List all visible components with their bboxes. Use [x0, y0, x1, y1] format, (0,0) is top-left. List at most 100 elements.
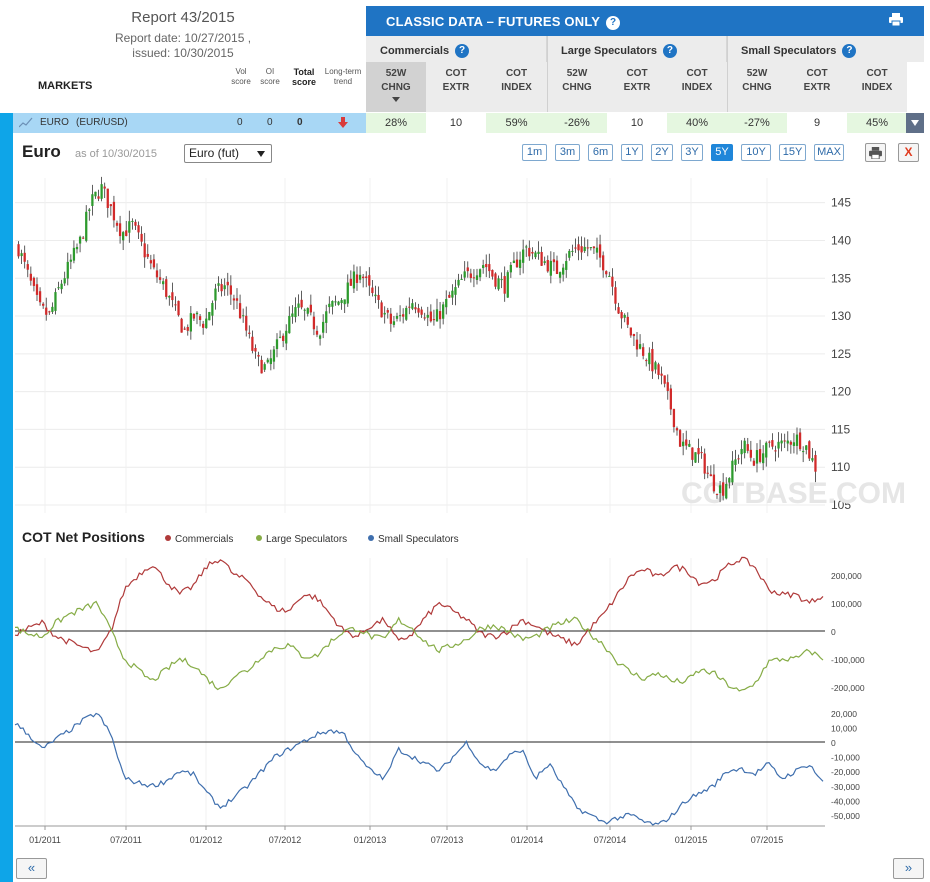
report-date: Report date: 10/27/2015 ,	[114, 31, 252, 45]
candle-body	[602, 255, 605, 271]
market-name: EURO	[40, 117, 69, 128]
close-chart-button[interactable]: X	[898, 143, 919, 162]
row-expand-button[interactable]	[906, 113, 924, 133]
candle-body	[306, 308, 309, 314]
candle-body	[337, 301, 340, 305]
help-icon[interactable]: ?	[662, 44, 677, 58]
candle-body	[248, 332, 251, 334]
y-tick-label: 145	[831, 196, 851, 210]
candle-body	[709, 474, 712, 477]
candle-body	[220, 284, 223, 292]
column-header-3[interactable]: 52W CHNG	[547, 62, 607, 112]
candle-body	[45, 307, 48, 315]
column-separator	[547, 36, 548, 112]
arrow-down-icon	[338, 117, 348, 128]
column-header-8[interactable]: COT INDEX	[847, 62, 907, 112]
vol-score-header[interactable]: Vol score	[231, 67, 251, 86]
candle-body	[534, 252, 537, 258]
candle-body	[112, 201, 116, 221]
help-icon[interactable]: ?	[606, 16, 621, 30]
row-value-5: 40%	[667, 113, 727, 133]
candle-body	[152, 259, 156, 268]
candle-body	[146, 253, 149, 257]
candle-body	[20, 253, 23, 257]
candle-body	[405, 307, 408, 320]
chart-icon	[19, 117, 33, 128]
candle-body	[478, 269, 482, 278]
column-header-6[interactable]: 52W CHNG	[727, 62, 787, 112]
series-line-large-speculators	[14, 600, 824, 692]
market-select[interactable]: Euro (fut)	[184, 144, 272, 163]
column-header-2[interactable]: COT INDEX	[486, 62, 547, 112]
range-button-1y[interactable]: 1Y	[621, 144, 643, 161]
legend-small-speculators[interactable]: Small Speculators	[368, 534, 459, 545]
column-header-1[interactable]: COT EXTR	[426, 62, 486, 112]
candle-body	[435, 309, 439, 322]
range-button-5y[interactable]: 5Y	[711, 144, 733, 161]
print-chart-button[interactable]	[865, 143, 886, 162]
candle-body	[494, 273, 497, 287]
candle-body	[497, 278, 500, 290]
candle-body	[263, 364, 266, 370]
series-line-commercials	[14, 556, 824, 653]
candle-body	[608, 275, 611, 277]
range-button-3m[interactable]: 3m	[555, 144, 580, 161]
candle-body	[115, 222, 119, 226]
candle-body	[783, 440, 786, 442]
candle-body	[789, 441, 792, 445]
y-tick-label: -20,000	[831, 767, 860, 777]
candle-body	[786, 440, 789, 444]
range-button-2y[interactable]: 2Y	[651, 144, 673, 161]
candle-body	[38, 291, 42, 303]
candle-body	[752, 460, 756, 466]
y-tick-label: -30,000	[831, 782, 860, 792]
help-icon[interactable]: ?	[842, 44, 857, 58]
candle-body	[798, 432, 802, 450]
legend-commercials[interactable]: Commercials	[165, 534, 233, 545]
candle-body	[312, 316, 316, 330]
row-value-1: 10	[449, 117, 463, 129]
candle-body	[103, 186, 106, 189]
candle-body	[654, 362, 657, 370]
candle-body	[768, 441, 771, 443]
long-term-trend-header[interactable]: Long-term trend	[324, 67, 362, 86]
range-button-6m[interactable]: 6m	[588, 144, 613, 161]
help-icon[interactable]: ?	[455, 44, 470, 58]
range-button-max[interactable]: MAX	[814, 144, 844, 161]
candle-body	[457, 279, 460, 286]
legend-large-speculators[interactable]: Large Speculators	[256, 534, 347, 545]
market-row-euro[interactable]: EURO (EUR/USD) 0 0 0	[13, 113, 366, 133]
candle-body	[300, 299, 303, 308]
x-tick-label: 07/2015	[751, 835, 784, 845]
print-icon[interactable]	[889, 13, 903, 26]
group-small-speculators: Small Speculators?	[727, 36, 924, 62]
cot-chart[interactable]: 200,000 100,000 0 -100,000 -200,000 20,000 10,…	[13, 550, 930, 855]
candle-body	[380, 302, 383, 318]
candle-body	[765, 442, 768, 458]
column-header-7[interactable]: COT EXTR	[787, 62, 847, 112]
next-button[interactable]: »	[893, 858, 924, 879]
candle-body	[531, 251, 534, 254]
candle-body	[454, 287, 457, 295]
candle-body	[125, 230, 128, 236]
total-score-header[interactable]: Total score	[291, 67, 317, 87]
range-button-3y[interactable]: 3Y	[681, 144, 703, 161]
candle-body	[328, 303, 331, 308]
y-tick-label: -10,000	[831, 753, 860, 763]
candle-body	[688, 443, 691, 447]
range-button-10y[interactable]: 10Y	[741, 144, 771, 161]
column-header-0[interactable]: 52W CHNG	[366, 62, 426, 112]
range-button-1m[interactable]: 1m	[522, 144, 547, 161]
candle-body	[149, 260, 152, 264]
column-header-4[interactable]: COT EXTR	[607, 62, 667, 112]
y-tick-label: 105	[831, 498, 851, 512]
oi-score-header[interactable]: OI score	[260, 67, 280, 86]
range-button-15y[interactable]: 15Y	[779, 144, 806, 161]
candle-body	[171, 292, 174, 301]
candle-body	[223, 285, 226, 290]
series-line-small-speculators	[14, 712, 824, 826]
column-header-5[interactable]: COT INDEX	[667, 62, 727, 112]
candle-body	[648, 352, 651, 365]
prev-button[interactable]: «	[16, 858, 47, 879]
